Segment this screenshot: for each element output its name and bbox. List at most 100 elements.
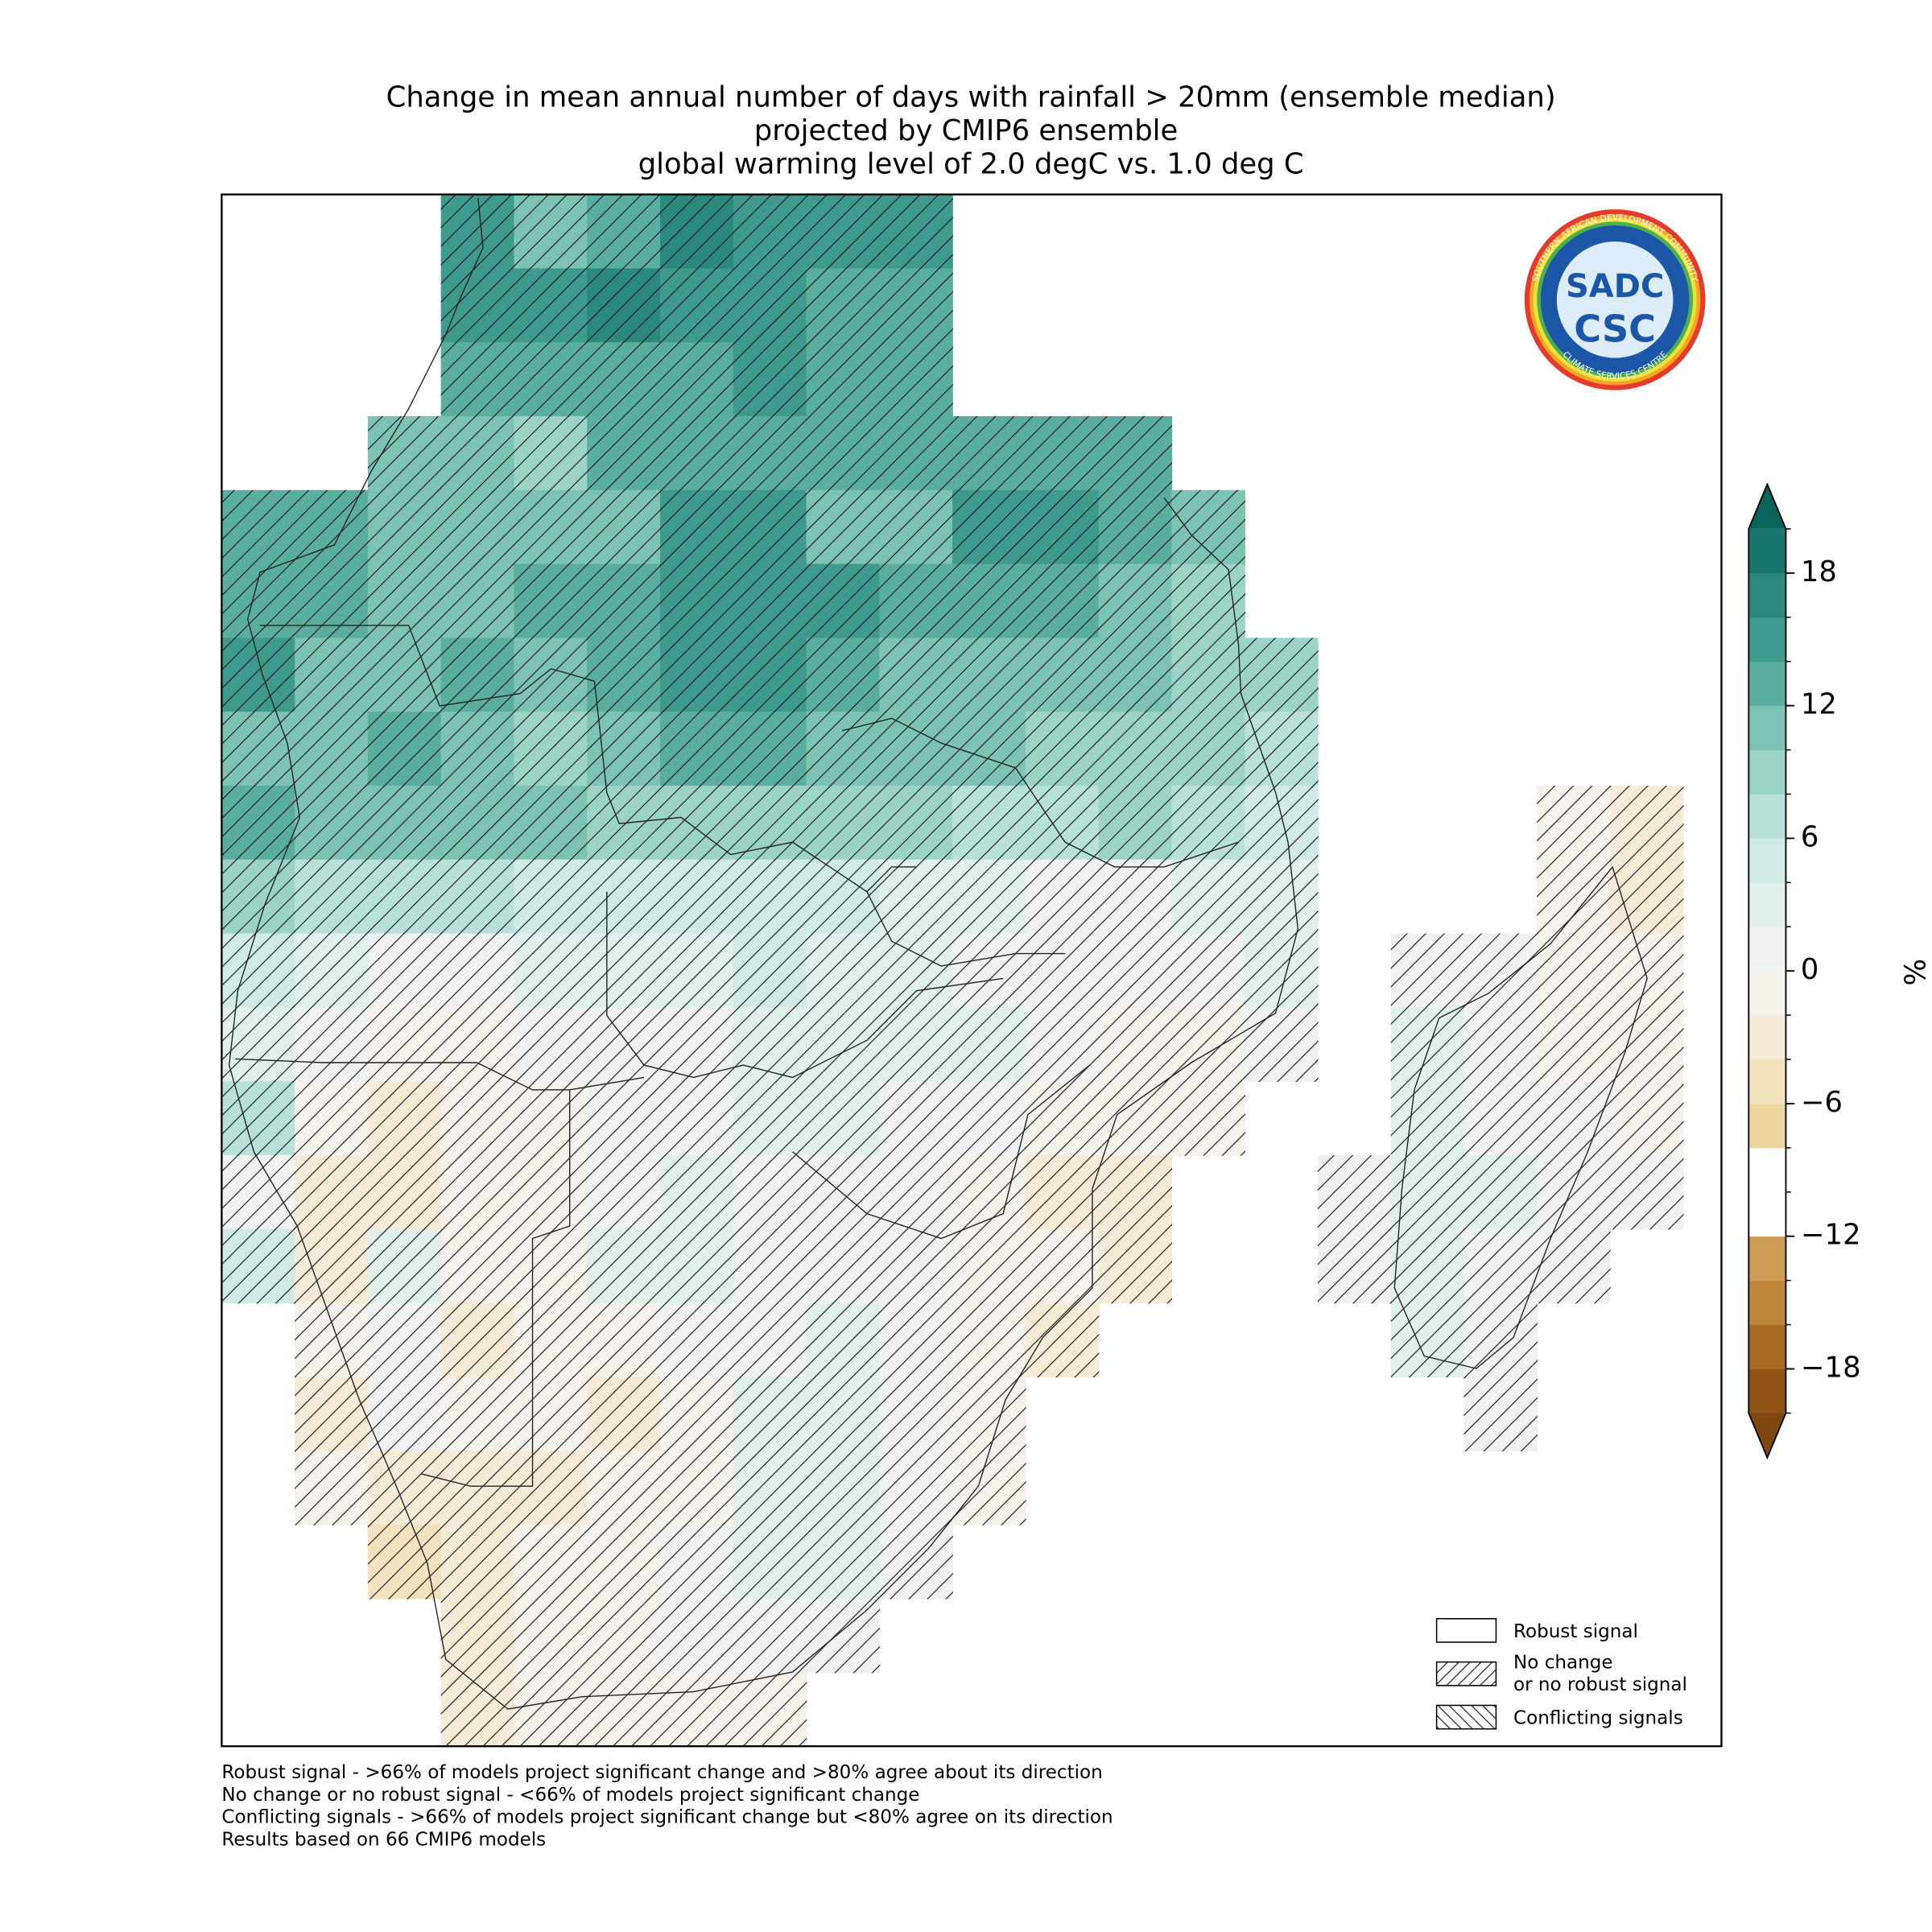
hatch: [1171, 564, 1245, 639]
hatch: [733, 933, 807, 1009]
hatch: [587, 859, 661, 935]
hatch: [733, 489, 807, 565]
hatch: [879, 859, 953, 935]
map-frame: [221, 193, 1723, 1748]
hatch: [1098, 1007, 1173, 1082]
hatch: [879, 1377, 953, 1451]
africa-coast: [228, 198, 1299, 1710]
legend: Robust signal No change or no robust sig…: [1435, 1618, 1687, 1730]
hatch: [367, 564, 442, 639]
hatch: [1171, 489, 1245, 565]
hatch: [1610, 1007, 1684, 1082]
hatch: [1098, 1228, 1173, 1304]
footnote: No change or no robust signal - <66% of …: [221, 1785, 919, 1806]
colorbar-band: [1748, 749, 1786, 795]
hatch: [367, 1302, 442, 1378]
hatch: [733, 1302, 807, 1378]
logo: SOUTHERN AFRICAN DEVELOPMENT COMMUNITY C…: [1524, 209, 1706, 390]
footnote: Results based on 66 CMIP6 models: [221, 1829, 546, 1850]
hatch: [1390, 1007, 1465, 1082]
hatch: [660, 489, 734, 565]
colorbar-extension: [1748, 1413, 1786, 1458]
hatch: [1098, 564, 1173, 639]
hatch: [514, 564, 588, 639]
colorbar-band: [1748, 1368, 1786, 1414]
hatch: [514, 1302, 588, 1378]
hatch: [440, 638, 515, 712]
hatch: [952, 638, 1026, 712]
hatch: [367, 859, 442, 935]
hatch: [367, 415, 442, 491]
hatch: [1025, 785, 1100, 861]
hatch: [733, 268, 807, 343]
hatch: [295, 1081, 369, 1156]
hatch: [660, 1451, 734, 1525]
logo-disc: [1556, 242, 1674, 358]
hatch: [587, 564, 661, 639]
hatch: [1025, 933, 1100, 1009]
hatch: [952, 859, 1026, 935]
colorbar-tick-label: −12: [1801, 1219, 1861, 1252]
hatch: [660, 1154, 734, 1230]
legend-swatch: [1435, 1618, 1497, 1643]
hatch: [660, 1672, 734, 1747]
title-line: projected by CMIP6 ensemble: [754, 114, 1178, 147]
legend-label: No change: [1513, 1652, 1613, 1673]
hatch: [660, 1302, 734, 1378]
hatch: [660, 712, 734, 786]
hatch: [514, 1007, 588, 1082]
colorbar-label: %: [1900, 959, 1932, 986]
hatch: [514, 712, 588, 786]
hatch: [367, 489, 442, 565]
hatch: [440, 268, 515, 343]
colorbar-band: [1748, 528, 1786, 574]
hatch: [514, 489, 588, 565]
hatch: [879, 489, 953, 565]
hatch: [1025, 564, 1100, 639]
colorbar-tick-label: 18: [1801, 555, 1837, 588]
hatch: [660, 268, 734, 343]
hatch: [660, 194, 734, 270]
hatch: [295, 489, 369, 565]
hatch: [1098, 859, 1173, 935]
hatch: [806, 1154, 881, 1230]
colorbar-band: [1748, 971, 1786, 1016]
hatch: [514, 1524, 588, 1600]
hatch: [1537, 1154, 1611, 1230]
hatch: [1245, 859, 1319, 935]
hatch: [514, 415, 588, 491]
madagascar-coast: [1393, 865, 1648, 1369]
hatch: [221, 933, 295, 1009]
hatch: [879, 1524, 953, 1600]
hatch: [440, 194, 515, 270]
hatch: [440, 342, 515, 417]
hatch: [1610, 785, 1684, 861]
hatch: [440, 933, 515, 1009]
hatch: [952, 1377, 1026, 1451]
hatch: [221, 1154, 295, 1230]
hatch: [1025, 1228, 1100, 1304]
hatch: [221, 1081, 295, 1156]
hatch: [221, 1007, 295, 1082]
hatch: [660, 342, 734, 417]
hatch: [879, 268, 953, 343]
hatch: [806, 1007, 881, 1082]
hatch: [660, 564, 734, 639]
hatch: [1610, 1154, 1684, 1230]
hatch: [806, 859, 881, 935]
hatch: [440, 859, 515, 935]
hatch: [587, 1228, 661, 1304]
hatch: [514, 638, 588, 712]
hatch: [295, 1377, 369, 1451]
hatch: [733, 1007, 807, 1082]
hatch: [514, 268, 588, 343]
legend-label: Robust signal: [1513, 1621, 1638, 1642]
hatch: [1390, 1228, 1465, 1304]
hatch: [1025, 489, 1100, 565]
hatch: [733, 1377, 807, 1451]
colorbar-band: [1748, 661, 1786, 707]
hatch: [514, 1451, 588, 1525]
colorbar: −18 −12 −6 0 6 12 18: [1748, 482, 1861, 1460]
hatch: [1610, 933, 1684, 1009]
hatch: [514, 933, 588, 1009]
